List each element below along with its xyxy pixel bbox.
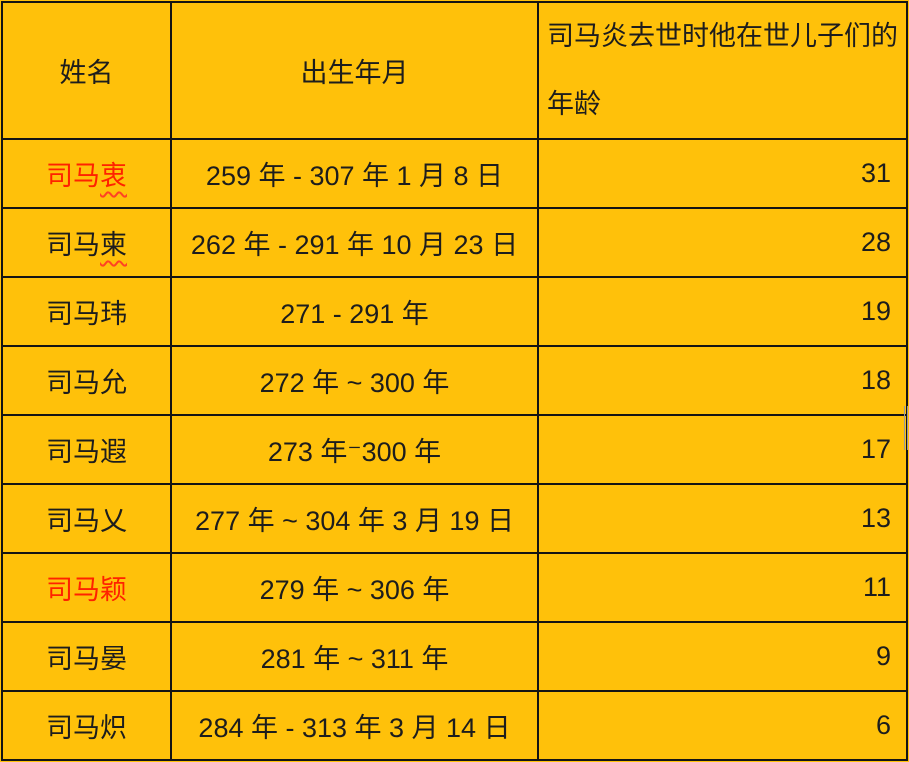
birth-cell[interactable]: 273 年⁻300 年 <box>170 414 539 485</box>
header-name[interactable]: 姓名 <box>1 1 172 140</box>
table-row: 司马遐 273 年⁻300 年 17 <box>1 414 908 485</box>
name-text: 司马炽 <box>46 713 127 743</box>
name-text: 司马晏 <box>46 644 127 674</box>
table-row: 司马颖 279 年 ~ 306 年 11 <box>1 552 908 623</box>
name-text: 司马遐 <box>46 437 127 467</box>
birth-cell[interactable]: 277 年 ~ 304 年 3 月 19 日 <box>170 483 539 554</box>
age-cell[interactable]: 6 <box>537 690 908 761</box>
header-age[interactable]: 司马炎去世时他在世儿子们的年龄 <box>537 1 908 140</box>
age-cell[interactable]: 31 <box>537 138 908 209</box>
age-cell[interactable]: 13 <box>537 483 908 554</box>
header-birth[interactable]: 出生年月 <box>170 1 539 140</box>
table-row: 司马乂 277 年 ~ 304 年 3 月 19 日 13 <box>1 483 908 554</box>
name-text: 司马玮 <box>46 299 127 329</box>
name-cell[interactable]: 司马允 <box>1 345 172 416</box>
birth-cell[interactable]: 279 年 ~ 306 年 <box>170 552 539 623</box>
birth-cell[interactable]: 272 年 ~ 300 年 <box>170 345 539 416</box>
text-cursor <box>904 406 908 450</box>
name-cell[interactable]: 司马炽 <box>1 690 172 761</box>
birth-cell[interactable]: 271 - 291 年 <box>170 276 539 347</box>
birth-cell[interactable]: 259 年 - 307 年 1 月 8 日 <box>170 138 539 209</box>
table-row: 司马玮 271 - 291 年 19 <box>1 276 908 347</box>
age-cell[interactable]: 18 <box>537 345 908 416</box>
name-cell[interactable]: 司马遐 <box>1 414 172 485</box>
name-text: 司马颖 <box>46 575 127 605</box>
table-row: 司马炽 284 年 - 313 年 3 月 14 日 6 <box>1 690 908 761</box>
birth-cell[interactable]: 284 年 - 313 年 3 月 14 日 <box>170 690 539 761</box>
misspelled-char: 衷 <box>100 161 127 191</box>
birth-cell[interactable]: 281 年 ~ 311 年 <box>170 621 539 692</box>
table-row: 司马柬 262 年 - 291 年 10 月 23 日 28 <box>1 207 908 278</box>
header-row: 姓名 出生年月 司马炎去世时他在世儿子们的年龄 <box>1 1 908 140</box>
name-text: 司马乂 <box>46 506 127 536</box>
misspelled-char: 柬 <box>100 230 127 260</box>
name-cell[interactable]: 司马晏 <box>1 621 172 692</box>
birth-cell[interactable]: 262 年 - 291 年 10 月 23 日 <box>170 207 539 278</box>
name-text: 司马 <box>46 161 100 191</box>
table-row: 司马允 272 年 ~ 300 年 18 <box>1 345 908 416</box>
name-cell[interactable]: 司马颖 <box>1 552 172 623</box>
table-row: 司马晏 281 年 ~ 311 年 9 <box>1 621 908 692</box>
name-text: 司马允 <box>46 368 127 398</box>
table-row: 司马衷 259 年 - 307 年 1 月 8 日 31 <box>1 138 908 209</box>
name-cell[interactable]: 司马柬 <box>1 207 172 278</box>
age-cell[interactable]: 9 <box>537 621 908 692</box>
age-cell[interactable]: 19 <box>537 276 908 347</box>
name-cell[interactable]: 司马乂 <box>1 483 172 554</box>
name-text: 司马 <box>46 230 100 260</box>
name-cell[interactable]: 司马衷 <box>1 138 172 209</box>
name-cell[interactable]: 司马玮 <box>1 276 172 347</box>
age-cell[interactable]: 11 <box>537 552 908 623</box>
age-cell[interactable]: 28 <box>537 207 908 278</box>
age-cell[interactable]: 17 <box>537 414 908 485</box>
